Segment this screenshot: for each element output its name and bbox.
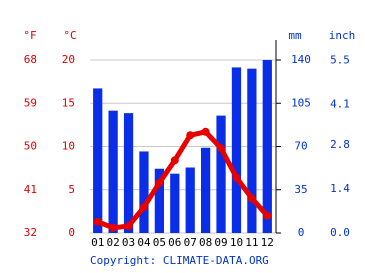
bar: [170, 173, 180, 233]
bar: [216, 115, 226, 233]
bar: [185, 167, 195, 233]
x-tick-label: 10: [230, 236, 243, 249]
mm-tick-label: 140: [291, 53, 311, 66]
x-tick-label: 06: [168, 236, 181, 249]
temperature-point: [247, 194, 256, 203]
copyright: Copyright: CLIMATE-DATA.ORG: [90, 254, 269, 267]
inch-tick-label: 4.1: [330, 97, 350, 110]
x-tick-label: 05: [153, 236, 166, 249]
temperature-point: [93, 217, 102, 226]
c-tick-label: 0: [68, 226, 75, 239]
temperature-point: [170, 156, 179, 165]
x-tick-label: 01: [91, 236, 104, 249]
mm-tick-label: 0: [298, 226, 305, 239]
c-tick-label: 15: [62, 96, 75, 109]
temperature-point: [186, 131, 195, 140]
bar: [139, 151, 149, 233]
inch-tick-label: 0.0: [330, 226, 350, 239]
bar: [154, 168, 164, 233]
temperature-point: [201, 127, 210, 136]
temperature-point: [109, 223, 118, 232]
temperature-point: [217, 144, 226, 153]
bar: [262, 60, 272, 233]
inch-tick-label: 2.8: [330, 138, 350, 151]
bar: [247, 68, 257, 234]
f-tick-label: 68: [24, 53, 37, 66]
x-tick-label: 03: [122, 236, 135, 249]
mm-tick-label: 70: [294, 140, 307, 153]
x-tick-label: 08: [199, 236, 212, 249]
f-tick-label: 32: [24, 226, 37, 239]
bar: [108, 110, 118, 233]
f-tick-label: 50: [24, 140, 37, 153]
x-tick-label: 04: [137, 236, 151, 249]
f-tick-label: 59: [24, 96, 37, 109]
c-tick-label: 10: [62, 140, 75, 153]
x-tick-label: 09: [214, 236, 227, 249]
inch-tick-label: 1.4: [330, 182, 350, 195]
mm-tick-label: 105: [291, 96, 311, 109]
bar: [93, 88, 103, 234]
temperature-point: [155, 178, 164, 187]
x-tick-label: 02: [107, 236, 120, 249]
x-tick-label: 12: [261, 236, 274, 249]
bar: [201, 147, 211, 233]
inch-tick-label: 5.5: [330, 53, 350, 66]
c-tick-label: 5: [68, 183, 75, 196]
bar: [231, 67, 242, 234]
x-tick-label: 11: [245, 236, 258, 249]
c-axis-title: °C: [63, 29, 76, 42]
temperature-point: [263, 211, 272, 220]
mm-tick-label: 35: [294, 183, 307, 196]
x-tick-label: 07: [184, 236, 197, 249]
bar: [123, 113, 134, 233]
temperature-point: [124, 222, 133, 231]
inch-axis-title: inch: [329, 29, 356, 42]
f-tick-label: 41: [24, 183, 37, 196]
temperature-point: [232, 173, 241, 182]
temperature-point: [139, 203, 148, 212]
mm-axis-title: mm: [288, 29, 302, 42]
f-axis-title: °F: [23, 29, 36, 42]
c-tick-label: 20: [62, 53, 75, 66]
